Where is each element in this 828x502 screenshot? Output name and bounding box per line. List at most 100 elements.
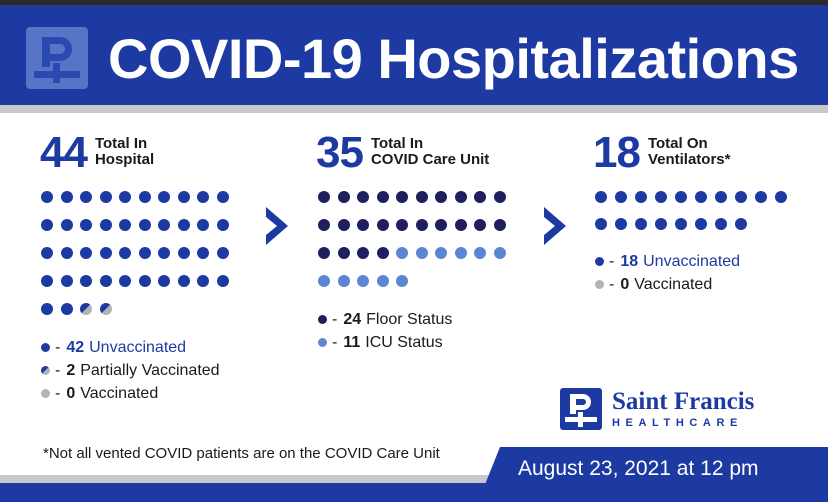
- floor-status-patient-dot: [474, 219, 486, 231]
- unvaccinated-patient-dot: [158, 219, 170, 231]
- icu-status-patient-dot: [318, 275, 330, 287]
- floor-status-patient-dot: [357, 191, 369, 203]
- unvaccinated-patient-dot: [60, 247, 73, 259]
- partially-vaccinated-dot-icon: [41, 366, 50, 375]
- unvaccinated-patient-dot: [216, 275, 229, 287]
- unvaccinated-patient-dot: [41, 275, 53, 287]
- unvaccinated-patient-dot: [41, 191, 53, 203]
- unvaccinated-patient-dot: [80, 247, 92, 259]
- unvaccinated-patient-dot: [80, 275, 92, 287]
- ventilators-label-line2: Ventilators*: [647, 151, 731, 168]
- hospital-label-line2: Hospital: [94, 151, 155, 168]
- unvaccinated-patient-dot: [158, 247, 170, 259]
- unvaccinated-patient-dot: [41, 219, 53, 231]
- floor-status-patient-dot: [376, 191, 389, 203]
- icu-status-patient-dot: [435, 247, 447, 259]
- icu-status-patient-dot: [415, 247, 428, 259]
- brand-logo: Saint Francis HEALTHCARE: [560, 388, 754, 430]
- unvaccinated-patient-dot: [99, 275, 112, 287]
- unvaccinated-patient-dot: [177, 191, 190, 203]
- icu-status-patient-dot: [396, 247, 408, 259]
- icu-status-patient-dot: [376, 275, 389, 287]
- ventilated-unvaccinated-patient-dot: [735, 191, 747, 203]
- unvaccinated-patient-dot: [177, 247, 190, 259]
- care-unit-stat: 35 Total In COVID Care Unit: [316, 128, 489, 178]
- floor-status-patient-dot: [474, 191, 486, 203]
- unvaccinated-patient-dot: [60, 191, 73, 203]
- unvaccinated-patient-dot: [138, 275, 151, 287]
- floor-status-patient-dot: [454, 191, 467, 203]
- icu-status-patient-dot: [474, 247, 486, 259]
- saint-francis-cross-icon: [26, 27, 88, 89]
- unvaccinated-patient-dot: [197, 247, 209, 259]
- ventilators-dot-grid: [595, 191, 787, 230]
- partially-vaccinated-patient-dot: [99, 303, 112, 315]
- legend-vent-unvaccinated: - 18 Unvaccinated: [595, 250, 740, 273]
- unvaccinated-patient-dot: [41, 303, 53, 315]
- ventilated-unvaccinated-patient-dot: [755, 191, 767, 203]
- ventilated-unvaccinated-patient-dot: [695, 218, 707, 230]
- unvaccinated-patient-dot: [138, 191, 151, 203]
- unvaccinated-patient-dot: [138, 247, 151, 259]
- ventilators-stat: 18 Total On Ventilators*: [593, 128, 730, 178]
- unvaccinated-patient-dot: [99, 191, 112, 203]
- ventilated-unvaccinated-patient-dot: [635, 218, 647, 230]
- ventilated-unvaccinated-patient-dot: [675, 191, 687, 203]
- icu-status-patient-dot: [454, 247, 467, 259]
- unvaccinated-dot-icon: [41, 343, 50, 352]
- saint-francis-logo-icon: [560, 388, 602, 430]
- ventilated-unvaccinated-patient-dot: [595, 218, 607, 230]
- header-divider: [0, 105, 828, 113]
- hospital-legend: - 42 Unvaccinated - 2 Partially Vaccinat…: [41, 336, 220, 405]
- unvaccinated-patient-dot: [119, 219, 131, 231]
- unvaccinated-patient-dot: [138, 219, 151, 231]
- unvaccinated-patient-dot: [197, 275, 209, 287]
- icu-status-patient-dot: [337, 275, 350, 287]
- ventilated-unvaccinated-patient-dot: [635, 191, 647, 203]
- page-title: COVID-19 Hospitalizations: [108, 27, 799, 90]
- footer-divider: [0, 475, 828, 483]
- floor-status-patient-dot: [376, 247, 389, 259]
- floor-status-patient-dot: [318, 219, 330, 231]
- ventilated-unvaccinated-patient-dot: [615, 191, 627, 203]
- floor-status-patient-dot: [337, 247, 350, 259]
- legend-vaccinated: - 0 Vaccinated: [41, 382, 220, 405]
- ventilators-legend: - 18 Unvaccinated - 0 Vaccinated: [595, 250, 740, 296]
- hospital-dot-grid: [41, 191, 229, 315]
- floor-status-patient-dot: [454, 219, 467, 231]
- vaccinated-dot-icon: [41, 389, 50, 398]
- ventilated-unvaccinated-patient-dot: [675, 218, 687, 230]
- icu-status-dot-icon: [318, 338, 327, 347]
- vaccinated-dot-icon: [595, 280, 604, 289]
- unvaccinated-patient-dot: [80, 219, 92, 231]
- floor-status-patient-dot: [357, 247, 369, 259]
- header-banner: [0, 5, 828, 105]
- legend-unvaccinated: - 42 Unvaccinated: [41, 336, 220, 359]
- care-unit-dot-grid: [318, 191, 506, 287]
- care-unit-label-line2: COVID Care Unit: [370, 151, 490, 168]
- hospital-total: 44: [40, 128, 88, 177]
- unvaccinated-patient-dot: [158, 275, 170, 287]
- hospital-label: Total In Hospital: [95, 136, 154, 168]
- floor-status-dot-icon: [318, 315, 327, 324]
- legend-partially-vaccinated: - 2 Partially Vaccinated: [41, 359, 220, 382]
- floor-status-patient-dot: [435, 191, 447, 203]
- ventilated-unvaccinated-patient-dot: [735, 218, 747, 230]
- ventilators-label: Total On Ventilators*: [648, 136, 731, 168]
- icu-status-patient-dot: [357, 275, 369, 287]
- unvaccinated-patient-dot: [197, 219, 209, 231]
- floor-status-patient-dot: [337, 219, 350, 231]
- icu-status-patient-dot: [396, 275, 408, 287]
- unvaccinated-patient-dot: [99, 219, 112, 231]
- unvaccinated-dot-icon: [595, 257, 604, 266]
- icu-status-patient-dot: [493, 247, 506, 259]
- ventilators-label-line1: Total On: [647, 135, 708, 152]
- unvaccinated-patient-dot: [119, 275, 131, 287]
- care-unit-total: 35: [316, 128, 364, 177]
- floor-status-patient-dot: [415, 219, 428, 231]
- top-strip: [0, 0, 828, 5]
- legend-icu-status: - 11 ICU Status: [318, 331, 452, 354]
- unvaccinated-patient-dot: [41, 247, 53, 259]
- unvaccinated-patient-dot: [80, 191, 92, 203]
